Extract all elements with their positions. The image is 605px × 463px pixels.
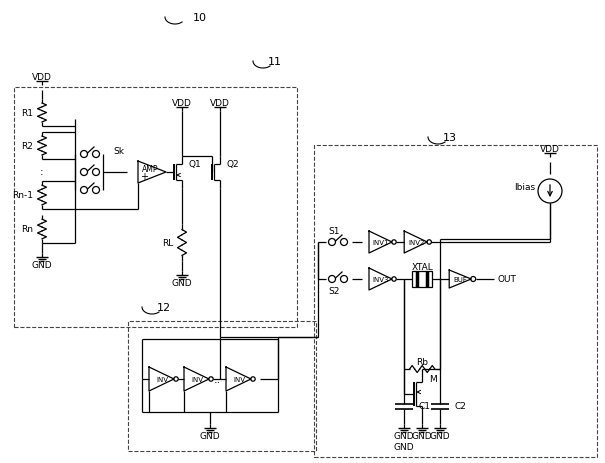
Text: 13: 13 (443, 133, 457, 143)
Text: ..: .. (214, 374, 221, 384)
Text: GND: GND (172, 279, 192, 288)
Text: GND: GND (394, 432, 414, 441)
Text: C2: C2 (454, 401, 466, 411)
Text: INV: INV (156, 376, 168, 382)
Text: :: : (40, 167, 44, 176)
Text: GND: GND (31, 261, 52, 270)
Bar (128, 321, 316, 451)
Text: INV3: INV3 (373, 276, 389, 282)
Text: M: M (429, 375, 437, 384)
Text: 12: 12 (157, 302, 171, 313)
Text: R2: R2 (21, 142, 33, 150)
Text: VDD: VDD (540, 144, 560, 153)
Bar (314, 146, 597, 457)
Text: VDD: VDD (210, 98, 230, 107)
Text: Ibias: Ibias (514, 183, 535, 192)
Text: 11: 11 (268, 57, 282, 67)
Text: Rb: Rb (416, 358, 428, 367)
Text: Rn-1: Rn-1 (12, 191, 33, 200)
Text: C1: C1 (418, 401, 430, 411)
Text: INV2: INV2 (408, 239, 424, 245)
Text: VDD: VDD (32, 72, 52, 81)
Text: GND: GND (200, 432, 220, 441)
Bar (14, 88, 297, 327)
Text: S2: S2 (329, 286, 339, 295)
Text: GND: GND (412, 432, 433, 441)
Text: INV1: INV1 (373, 239, 389, 245)
Text: BUF: BUF (453, 276, 467, 282)
Bar (412, 271, 432, 288)
Text: INV: INV (233, 376, 245, 382)
Text: +: + (140, 172, 148, 181)
Text: GND: GND (394, 443, 414, 451)
Text: R1: R1 (21, 109, 33, 118)
Text: RL: RL (162, 238, 173, 247)
Text: XTAL: XTAL (411, 263, 433, 272)
Text: Sk: Sk (113, 147, 124, 156)
Text: AMP: AMP (142, 165, 159, 174)
Text: Q2: Q2 (226, 160, 238, 169)
Text: Rn: Rn (21, 225, 33, 234)
Text: S1: S1 (329, 227, 340, 236)
Text: Q1: Q1 (188, 160, 201, 169)
Text: INV: INV (191, 376, 203, 382)
Text: GND: GND (430, 432, 451, 441)
Text: VDD: VDD (172, 98, 192, 107)
Text: 10: 10 (193, 13, 207, 23)
Text: OUT: OUT (498, 275, 517, 284)
